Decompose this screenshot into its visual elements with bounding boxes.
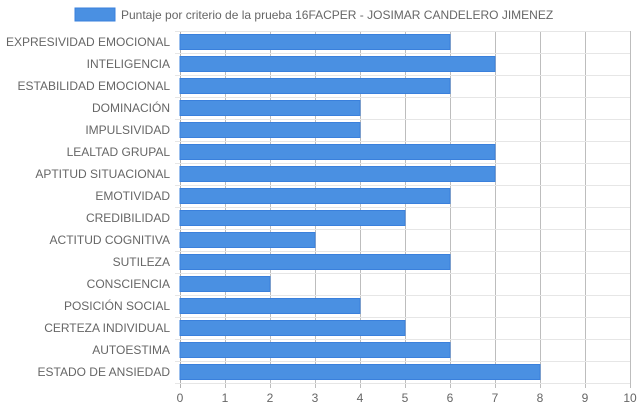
x-tick-label: 10 xyxy=(623,391,637,405)
bar xyxy=(179,166,496,182)
legend-swatch xyxy=(74,7,116,22)
category-label: EMOTIVIDAD xyxy=(95,189,170,203)
bar xyxy=(179,298,361,314)
category-labels: EXPRESIVIDAD EMOCIONAL INTELIGENCIA ESTABI… xyxy=(6,35,170,379)
category-label: CONSCIENCIA xyxy=(87,277,170,291)
bar xyxy=(179,254,451,270)
x-tick-label: 6 xyxy=(447,391,454,405)
category-label: AUTOESTIMA xyxy=(92,343,170,357)
category-label: DOMINACIÓN xyxy=(92,100,170,115)
x-tick-label: 9 xyxy=(582,391,589,405)
category-label: EXPRESIVIDAD EMOCIONAL xyxy=(6,35,170,49)
bar xyxy=(179,342,451,358)
legend: Puntaje por criterio de la prueba 16FACP… xyxy=(74,7,553,22)
bar xyxy=(179,232,316,248)
bar xyxy=(179,188,451,204)
x-tick-label: 3 xyxy=(312,391,319,405)
bar xyxy=(179,364,541,380)
bar xyxy=(179,144,496,160)
category-label: CREDIBILIDAD xyxy=(86,211,170,225)
x-tick-label: 4 xyxy=(357,391,364,405)
x-tick-label: 1 xyxy=(222,391,229,405)
category-label: IMPULSIVIDAD xyxy=(85,123,170,137)
category-label: ESTABILIDAD EMOCIONAL xyxy=(18,79,171,93)
category-label: POSICIÓN SOCIAL xyxy=(64,298,170,313)
category-label: ACTITUD COGNITIVA xyxy=(50,233,170,247)
category-label: CERTEZA INDIVIDUAL xyxy=(44,321,170,335)
x-tick-label: 5 xyxy=(402,391,409,405)
x-tick-label: 8 xyxy=(537,391,544,405)
category-label: ESTADO DE ANSIEDAD xyxy=(38,365,171,379)
x-axis-ticks: 0 1 2 3 4 5 6 7 8 9 10 xyxy=(177,391,637,405)
x-tick-label: 2 xyxy=(267,391,274,405)
bar xyxy=(179,34,451,50)
category-label: SUTILEZA xyxy=(113,255,170,269)
bar xyxy=(179,56,496,72)
bar xyxy=(179,100,361,116)
x-tick-label: 0 xyxy=(177,391,184,405)
category-label: LEALTAD GRUPAL xyxy=(67,145,171,159)
category-label: INTELIGENCIA xyxy=(87,57,170,71)
bar xyxy=(179,78,451,94)
x-tick-label: 7 xyxy=(492,391,499,405)
bar xyxy=(179,210,406,226)
legend-label: Puntaje por criterio de la prueba 16FACP… xyxy=(121,8,553,22)
category-label: APTITUD SITUACIONAL xyxy=(35,167,170,181)
bar xyxy=(179,276,271,292)
bars xyxy=(179,34,541,380)
bar xyxy=(179,320,406,336)
bar xyxy=(179,122,361,138)
